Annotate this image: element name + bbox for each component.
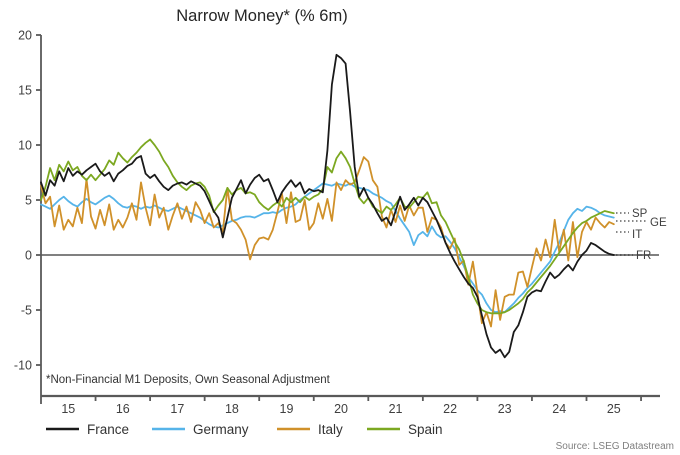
- y-tick-label: 15: [18, 84, 32, 98]
- x-tick-label: 25: [607, 402, 621, 416]
- x-tick-label: 17: [170, 402, 184, 416]
- legend-label-italy: Italy: [318, 422, 343, 437]
- end-label-fr: FR: [636, 250, 651, 262]
- legend-label-france: France: [87, 422, 129, 437]
- x-tick-label: 16: [116, 402, 130, 416]
- x-tick-label: 24: [552, 402, 566, 416]
- y-tick-label: 0: [25, 249, 32, 263]
- source-credit: Source: LSEG Datastream: [556, 441, 674, 452]
- footnote: *Non-Financial M1 Deposits, Own Seasonal…: [46, 374, 331, 386]
- end-label-ge: GE: [650, 217, 667, 229]
- legend-label-spain: Spain: [408, 422, 443, 437]
- end-label-it: IT: [632, 229, 642, 241]
- legend: France Germany Italy Spain: [46, 422, 443, 437]
- y-tick-label: 5: [25, 194, 32, 208]
- x-tick-label: 18: [225, 402, 239, 416]
- x-tick-label: 21: [389, 402, 403, 416]
- x-tick-label: 19: [280, 402, 294, 416]
- chart-title: Narrow Money* (% 6m): [176, 7, 347, 25]
- plot-area: 20 15 10 5 0 -5 -10 15 16 17 18 19 20 21 22 23 24 25 GE IT S…: [14, 29, 667, 417]
- y-tick-label: -10: [14, 359, 32, 373]
- series-line-france: [40, 53, 615, 359]
- x-tick-label: 22: [443, 402, 457, 416]
- series-line-germany: [40, 182, 615, 314]
- end-label-sp: SP: [632, 208, 648, 220]
- y-tick-label: -5: [21, 304, 32, 318]
- x-tick-label: 23: [498, 402, 512, 416]
- x-tick-label: 15: [61, 402, 75, 416]
- y-tick-label: 20: [18, 29, 32, 43]
- series-line-spain: [40, 138, 615, 315]
- series-line-italy: [40, 156, 615, 328]
- legend-label-germany: Germany: [193, 422, 249, 437]
- y-tick-label: 10: [18, 139, 32, 153]
- x-tick-label: 20: [334, 402, 348, 416]
